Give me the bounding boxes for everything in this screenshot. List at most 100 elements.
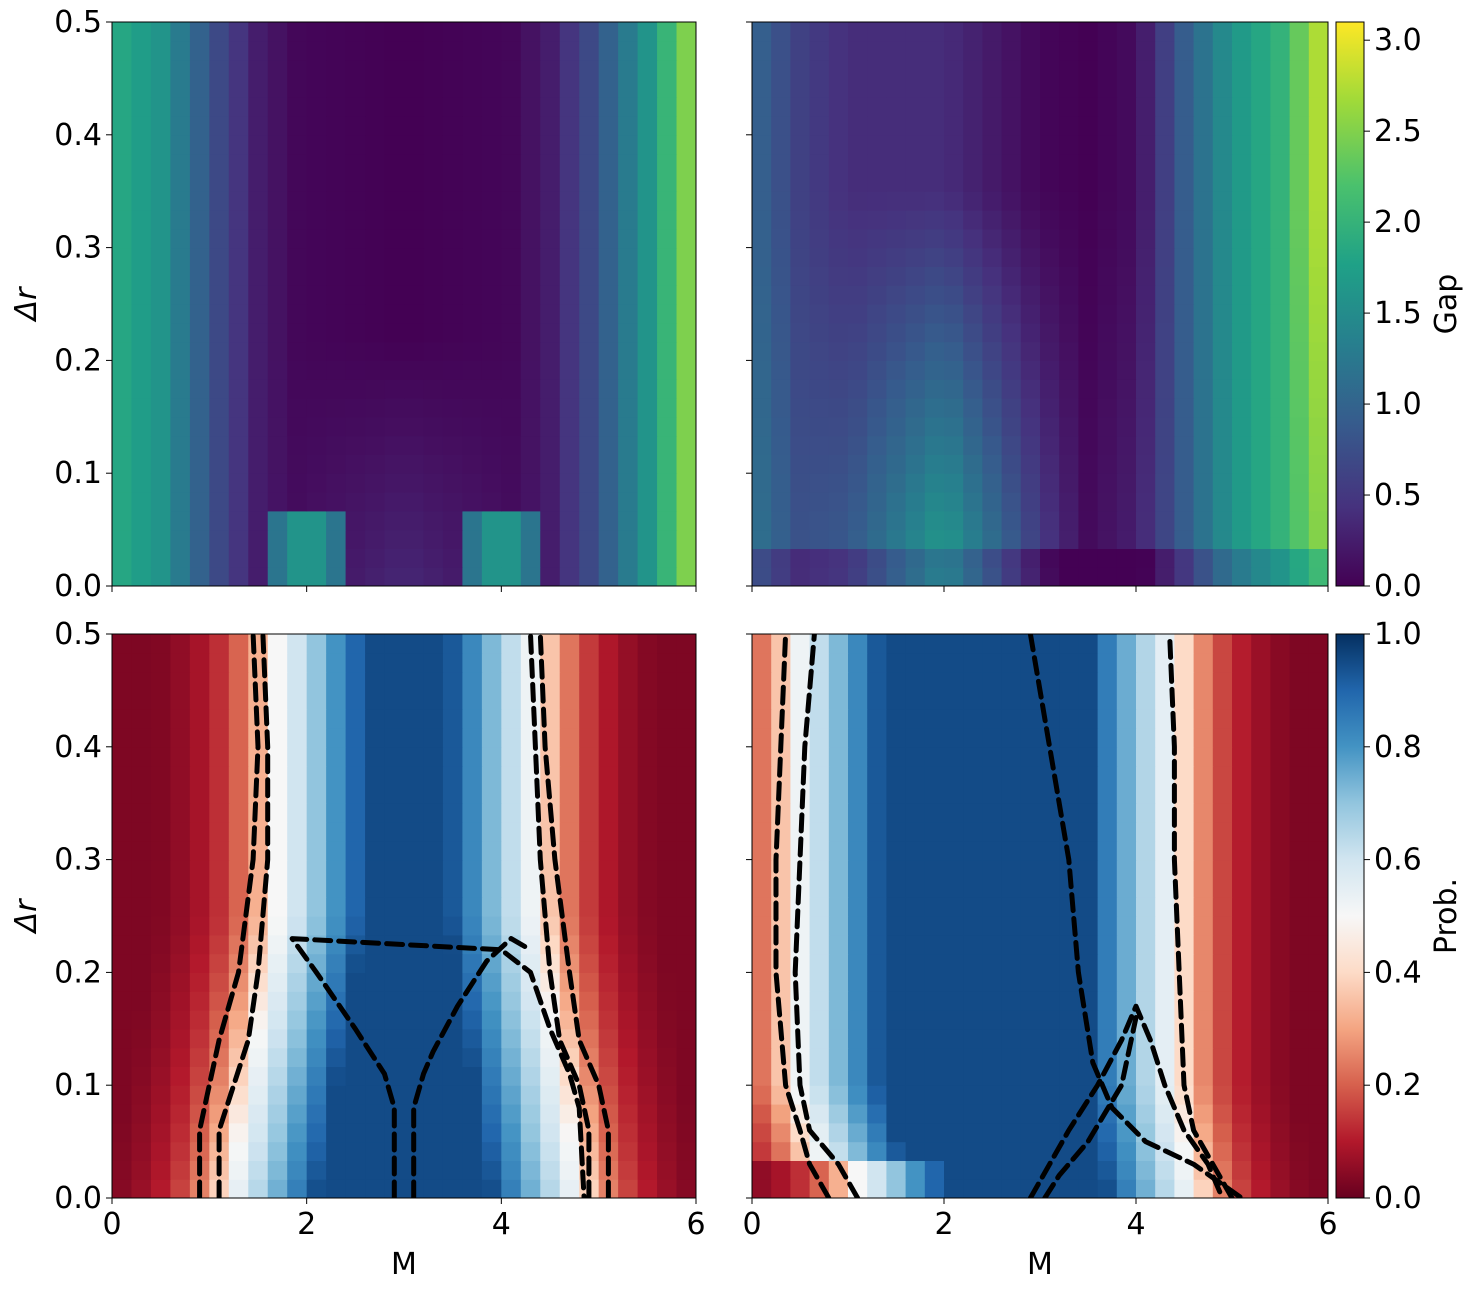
heatmap-cell bbox=[540, 567, 561, 586]
heatmap-cell bbox=[752, 360, 772, 380]
heatmap-cell bbox=[809, 784, 830, 804]
heatmap-cell bbox=[306, 548, 327, 568]
heatmap-cell bbox=[848, 1122, 868, 1143]
heatmap-cell bbox=[809, 398, 830, 418]
heatmap-cell bbox=[209, 548, 230, 568]
heatmap-cell bbox=[306, 78, 327, 98]
heatmap-cell bbox=[131, 953, 152, 973]
heatmap-cell bbox=[676, 322, 696, 343]
heatmap-cell bbox=[676, 172, 696, 192]
heatmap-cell bbox=[1116, 398, 1137, 418]
heatmap-cell bbox=[752, 567, 772, 586]
heatmap-cell bbox=[1020, 1160, 1041, 1180]
heatmap-cell bbox=[1040, 435, 1060, 455]
heatmap-cell bbox=[982, 40, 1003, 61]
heatmap-cell bbox=[228, 671, 249, 691]
heatmap-cell bbox=[1001, 916, 1022, 936]
heatmap-cell bbox=[944, 59, 964, 79]
heatmap-cell bbox=[112, 803, 133, 823]
heatmap-cell bbox=[1308, 1047, 1328, 1067]
heatmap-cell bbox=[867, 972, 887, 992]
heatmap-cell bbox=[1308, 435, 1328, 455]
heatmap-cell bbox=[637, 690, 658, 710]
heatmap-cell bbox=[442, 473, 463, 493]
heatmap-cell bbox=[481, 172, 502, 192]
heatmap-cell bbox=[150, 1047, 171, 1067]
heatmap-cell bbox=[809, 210, 830, 230]
heatmap-cell bbox=[618, 840, 639, 861]
heatmap-cell bbox=[1270, 746, 1291, 767]
heatmap-cell bbox=[1078, 59, 1099, 79]
heatmap-cell bbox=[579, 134, 600, 155]
heatmap-cell bbox=[1155, 765, 1175, 785]
heatmap-cell bbox=[404, 1066, 425, 1086]
heatmap-cell bbox=[1251, 1122, 1271, 1143]
heatmap-cell bbox=[1308, 341, 1328, 361]
heatmap-cell bbox=[481, 134, 502, 155]
heatmap-cell bbox=[944, 416, 964, 437]
heatmap-cell bbox=[1040, 1085, 1060, 1105]
heatmap-cell bbox=[1270, 210, 1291, 230]
heatmap-cell bbox=[1193, 78, 1214, 98]
heatmap-cell bbox=[657, 728, 678, 748]
heatmap-cell bbox=[170, 210, 191, 230]
heatmap-cell bbox=[752, 322, 772, 343]
heatmap-cell bbox=[1270, 897, 1291, 917]
heatmap-cell bbox=[905, 840, 926, 861]
heatmap-cell bbox=[1308, 492, 1328, 512]
heatmap-cell bbox=[598, 360, 619, 380]
heatmap-cell bbox=[112, 210, 133, 230]
heatmap-cell bbox=[481, 1122, 502, 1143]
heatmap-cell bbox=[150, 1160, 171, 1180]
heatmap-cell bbox=[657, 897, 678, 917]
heatmap-cell bbox=[306, 1179, 327, 1198]
heatmap-cell bbox=[1251, 1141, 1271, 1161]
heatmap-cell bbox=[170, 473, 191, 493]
heatmap-cell bbox=[809, 859, 830, 879]
heatmap-cell bbox=[752, 134, 772, 155]
heatmap-cell bbox=[1040, 134, 1060, 155]
heatmap-cell bbox=[209, 897, 230, 917]
heatmap-cell bbox=[905, 1160, 926, 1180]
heatmap-cell bbox=[886, 934, 907, 955]
heatmap-cell bbox=[501, 784, 522, 804]
heatmap-cell bbox=[1289, 153, 1310, 173]
heatmap-cell bbox=[905, 134, 926, 155]
heatmap-cell bbox=[1116, 116, 1137, 136]
heatmap-cell bbox=[886, 78, 907, 98]
heatmap-cell bbox=[112, 840, 133, 861]
heatmap-cell bbox=[618, 416, 639, 437]
heatmap-cell bbox=[618, 548, 639, 568]
heatmap-cell bbox=[189, 322, 210, 343]
heatmap-cell bbox=[752, 416, 772, 437]
heatmap-cell bbox=[1116, 228, 1137, 249]
heatmap-cell bbox=[112, 172, 133, 192]
heatmap-cell bbox=[618, 78, 639, 98]
heatmap-cell bbox=[112, 1028, 133, 1049]
heatmap-cell bbox=[982, 803, 1003, 823]
heatmap-cell bbox=[1289, 972, 1310, 992]
heatmap-cell bbox=[1136, 379, 1156, 399]
heatmap-cell bbox=[559, 652, 580, 673]
heatmap-cell bbox=[501, 671, 522, 691]
heatmap-cell bbox=[112, 634, 133, 654]
heatmap-cell bbox=[924, 97, 945, 117]
heatmap-cell bbox=[306, 634, 327, 654]
heatmap-cell bbox=[771, 803, 791, 823]
heatmap-cell bbox=[306, 416, 327, 437]
heatmap-cell bbox=[944, 690, 964, 710]
heatmap-cell bbox=[771, 416, 791, 437]
heatmap-cell bbox=[771, 398, 791, 418]
heatmap-cell bbox=[637, 191, 658, 211]
contour-line bbox=[1167, 634, 1235, 1198]
heatmap-cell bbox=[404, 822, 425, 842]
heatmap-cell bbox=[944, 191, 964, 211]
heatmap-cell bbox=[365, 322, 386, 343]
heatmap-cell bbox=[384, 473, 405, 493]
heatmap-cell bbox=[326, 398, 347, 418]
heatmap-cell bbox=[828, 210, 849, 230]
heatmap-cell bbox=[1212, 341, 1233, 361]
heatmap-cell bbox=[559, 784, 580, 804]
heatmap-cell bbox=[1193, 652, 1214, 673]
heatmap-cell bbox=[1059, 416, 1079, 437]
